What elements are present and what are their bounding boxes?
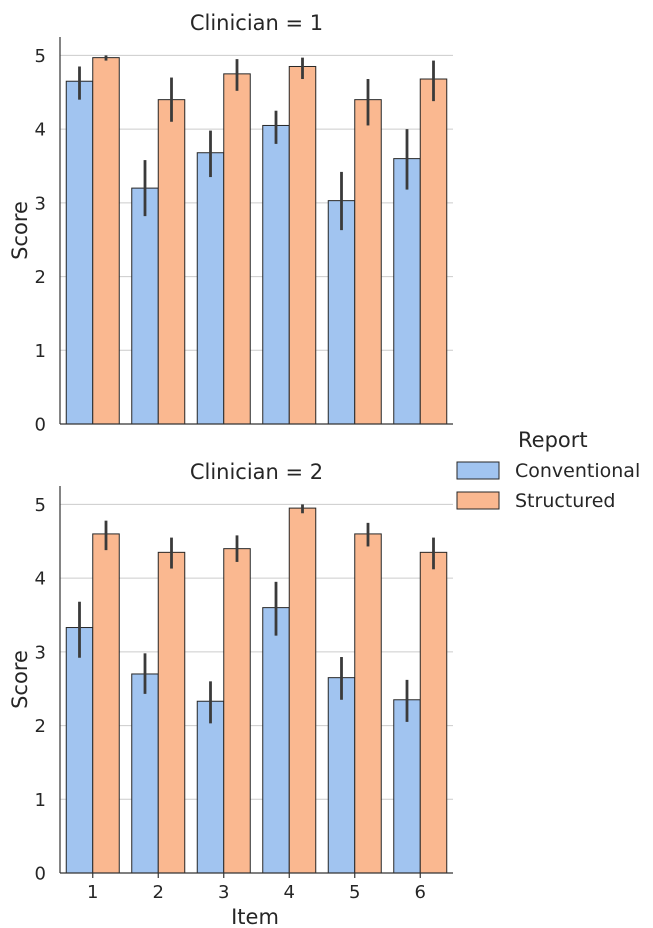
bar-conventional-item-3 — [196, 152, 225, 425]
x-tick-label: 6 — [415, 882, 426, 903]
bar-conventional-item-3 — [196, 700, 225, 874]
legend-swatch-conventional — [456, 461, 500, 480]
y-tick-label: 2 — [35, 716, 46, 737]
bar-conventional-item-6 — [393, 158, 421, 425]
x-axis-label: Item — [231, 905, 279, 928]
y-tick-label: 1 — [35, 790, 46, 811]
bar-structured-item-5 — [354, 99, 382, 425]
bar-structured-item-6 — [419, 551, 448, 874]
panel-title: Clinician = 2 — [190, 460, 323, 484]
x-tick-label: 3 — [218, 882, 229, 903]
bar-structured-item-4 — [288, 65, 317, 425]
y-tick-label: 2 — [35, 267, 46, 288]
y-tick-label: 5 — [35, 46, 46, 67]
bar-structured-item-6 — [419, 78, 448, 425]
y-tick-label: 0 — [35, 415, 46, 436]
bar-conventional-item-2 — [131, 673, 159, 874]
y-tick-label: 4 — [35, 569, 46, 590]
legend-label-structured: Structured — [515, 490, 615, 512]
x-tick-label: 2 — [153, 882, 164, 903]
y-axis-label: Score — [8, 650, 32, 709]
y-tick-label: 4 — [35, 120, 46, 141]
y-axis-label: Score — [8, 201, 32, 260]
bar-structured-item-4 — [288, 507, 317, 874]
bar-conventional-item-6 — [393, 699, 421, 874]
y-tick-label: 0 — [35, 864, 46, 885]
bar-structured-item-3 — [223, 73, 251, 425]
bar-structured-item-1 — [92, 57, 120, 425]
legend: Report Conventional Structured — [456, 428, 640, 512]
bar-conventional-item-1 — [65, 627, 94, 874]
bar-structured-item-3 — [223, 548, 251, 874]
bar-structured-item-2 — [157, 551, 186, 874]
bar-conventional-item-1 — [65, 80, 94, 425]
legend-label-conventional: Conventional — [515, 460, 640, 482]
bar-structured-item-2 — [157, 99, 186, 425]
panels: 0 1 2 3 4 5 Clinician = 1 Score 0 1 2 3 4 5 Clinician … — [8, 11, 453, 903]
y-tick-label: 1 — [35, 341, 46, 362]
y-tick-label: 5 — [35, 495, 46, 516]
x-tick-label: 1 — [87, 882, 98, 903]
panel-1: 0 1 2 3 4 5 Clinician = 1 Score — [8, 11, 453, 436]
bar-conventional-item-4 — [262, 124, 290, 425]
bar-conventional-item-5 — [327, 677, 356, 874]
x-tick-label: 4 — [284, 882, 295, 903]
legend-title: Report — [518, 428, 588, 452]
y-tick-label: 3 — [35, 193, 46, 214]
bar-structured-item-5 — [354, 533, 382, 874]
legend-swatch-structured — [456, 491, 500, 510]
x-tick-label: 5 — [349, 882, 360, 903]
panel-2: 0 1 2 3 4 5 Clinician = 2 Score 1 2 3 4 5 6 — [8, 460, 453, 903]
bar-conventional-item-5 — [327, 200, 356, 425]
legend-entries: Conventional Structured — [456, 460, 640, 512]
y-tick-label: 3 — [35, 642, 46, 663]
bar-conventional-item-4 — [262, 607, 290, 874]
panel-title: Clinician = 1 — [190, 11, 323, 35]
bar-structured-item-1 — [92, 533, 120, 874]
bar-conventional-item-2 — [131, 187, 159, 425]
